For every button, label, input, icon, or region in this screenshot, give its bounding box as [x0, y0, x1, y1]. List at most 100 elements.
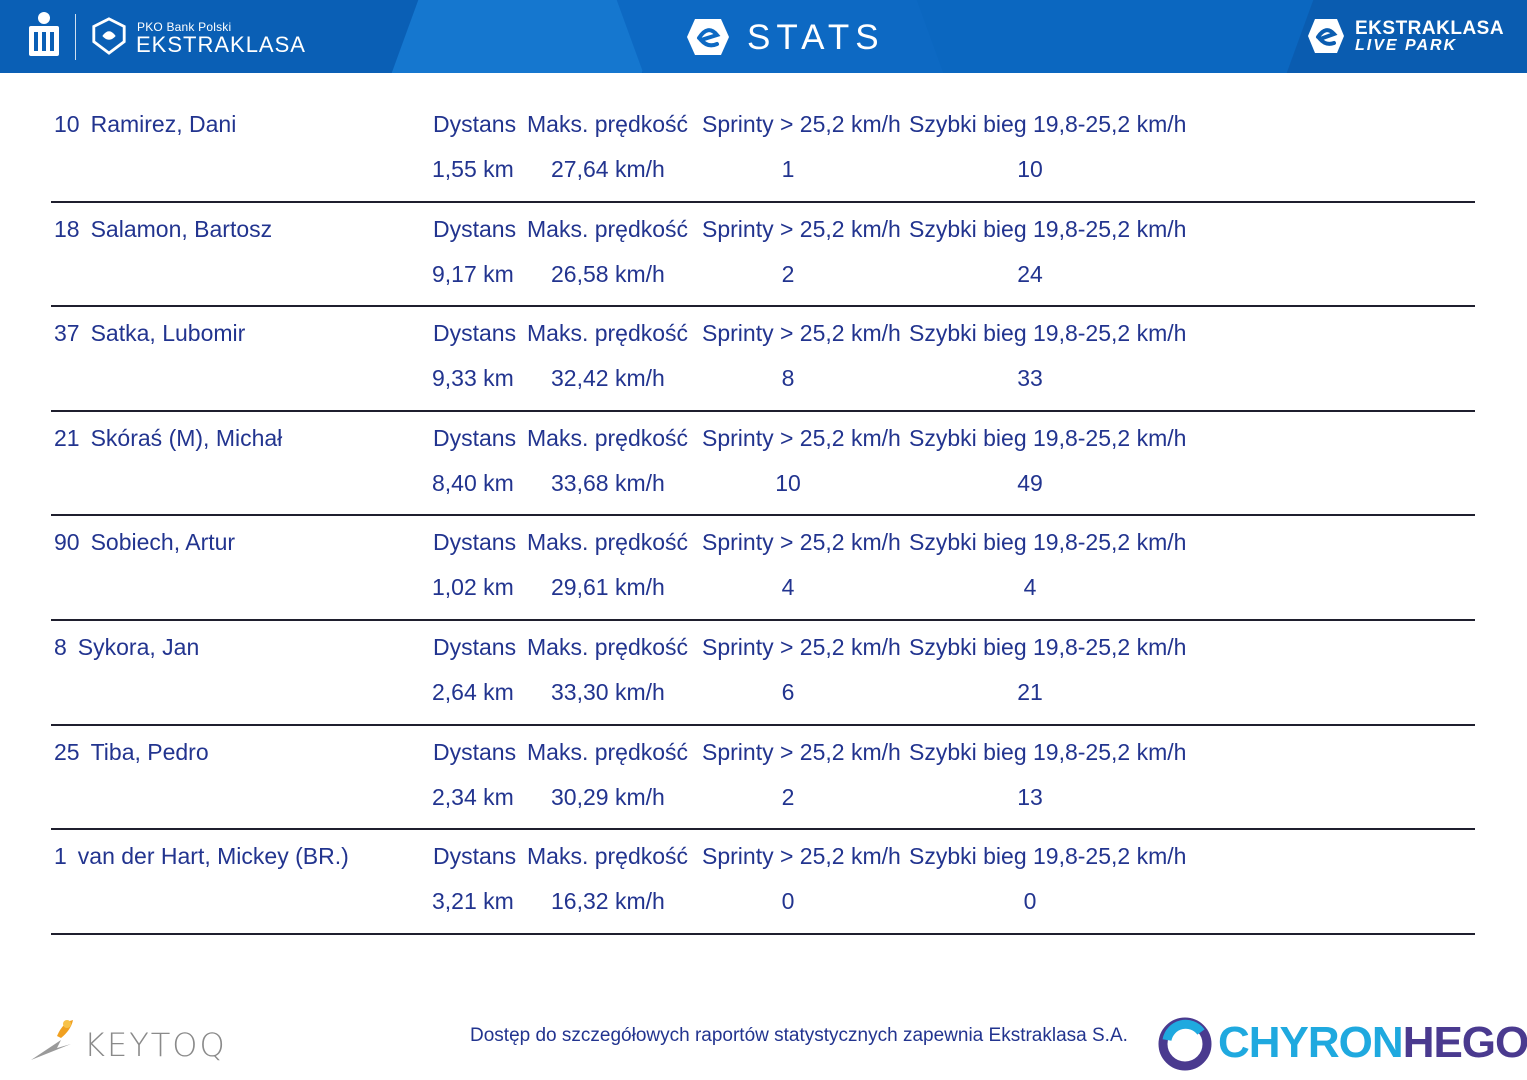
max-speed-label: Maks. prędkość — [527, 633, 689, 660]
header-divider — [75, 14, 76, 60]
stats-logo-icon — [687, 19, 729, 55]
max-speed-value: 30,29 km/h — [551, 783, 665, 810]
player-number: 21 — [54, 424, 80, 451]
fast-run-label: Szybki bieg 19,8-25,2 km/h — [909, 215, 1187, 242]
player-name-cell: 25 Tiba, Pedro — [54, 739, 209, 766]
player-name: Skóraś (M), Michał — [90, 424, 283, 451]
sprints-label: Sprinty > 25,2 km/h — [702, 633, 901, 660]
footer-note: Dostęp do szczegółowych raportów statyst… — [470, 1025, 1128, 1046]
chyronhego-logo-icon — [1158, 1017, 1212, 1071]
fast-run-value: 13 — [1017, 783, 1043, 810]
max-speed-label: Maks. prędkość — [527, 424, 689, 451]
ekstraklasa-shield-icon — [92, 17, 126, 55]
dystans-label: Dystans — [433, 424, 517, 451]
dystans-value: 2,64 km — [432, 678, 514, 705]
player-row: 25 Tiba, Pedro Dystans Maks. prędkość Sprint… — [51, 726, 1475, 831]
hego-text-part: HEGO — [1402, 1018, 1527, 1067]
dystans-value: 1,02 km — [432, 574, 514, 601]
player-name-cell: 21 Skóraś (M), Michał — [54, 425, 282, 452]
sprints-value: 2 — [781, 783, 795, 810]
sprints-value: 1 — [781, 156, 795, 182]
max-speed-value: 33,30 km/h — [551, 678, 665, 705]
sprints-value: 8 — [781, 365, 795, 392]
player-number: 18 — [54, 215, 80, 242]
live-park-subtitle: LIVE PARK — [1355, 37, 1458, 54]
fast-run-value: 49 — [1017, 469, 1043, 496]
live-park-title: EKSTRAKLASA — [1355, 18, 1505, 39]
sprints-label: Sprinty > 25,2 km/h — [702, 738, 901, 765]
fast-run-label: Szybki bieg 19,8-25,2 km/h — [909, 738, 1187, 765]
fast-run-value: 4 — [1023, 574, 1037, 601]
player-stats-list: 10 Ramirez, Dani Dystans Maks. prędkość Spri… — [51, 98, 1475, 935]
max-speed-value: 26,58 km/h — [551, 260, 665, 287]
sprints-label: Sprinty > 25,2 km/h — [702, 320, 901, 347]
dystans-label: Dystans — [433, 320, 517, 347]
max-speed-label: Maks. prędkość — [527, 111, 689, 137]
sprints-value: 4 — [781, 574, 795, 601]
player-row: 21 Skóraś (M), Michał Dystans Maks. prędkoś… — [51, 412, 1475, 517]
fast-run-value: 33 — [1017, 365, 1043, 392]
max-speed-label: Maks. prędkość — [527, 529, 689, 556]
fast-run-label: Szybki bieg 19,8-25,2 km/h — [909, 843, 1187, 870]
max-speed-value: 16,32 km/h — [551, 888, 665, 915]
player-number: 8 — [54, 633, 67, 660]
dystans-value: 9,17 km — [432, 260, 514, 287]
fast-run-label: Szybki bieg 19,8-25,2 km/h — [909, 633, 1187, 660]
player-name: Tiba, Pedro — [90, 738, 209, 765]
header-bar: PKO Bank Polski EKSTRAKLASA STATS EKSTRA… — [0, 0, 1527, 73]
page-title: STATS — [747, 18, 885, 57]
fast-run-value: 21 — [1017, 678, 1043, 705]
chyronhego-logo-text: CHYRONHEGO — [1218, 1018, 1527, 1068]
player-name: Ramirez, Dani — [90, 111, 237, 137]
dystans-label: Dystans — [433, 843, 517, 870]
player-name-cell: 90 Sobiech, Artur — [54, 529, 235, 556]
chyron-text-part: CHYRON — [1218, 1018, 1404, 1067]
max-speed-value: 33,68 km/h — [551, 469, 665, 496]
dystans-value: 8,40 km — [432, 469, 514, 496]
fast-run-value: 24 — [1017, 260, 1043, 287]
pko-bank-label: PKO Bank Polski — [137, 20, 232, 34]
max-speed-value: 29,61 km/h — [551, 574, 665, 601]
dystans-value: 9,33 km — [432, 365, 514, 392]
dystans-value: 1,55 km — [432, 156, 514, 182]
player-number: 1 — [54, 843, 67, 870]
header-band — [0, 0, 430, 73]
sprints-label: Sprinty > 25,2 km/h — [702, 215, 901, 242]
ekstraklasa-label: EKSTRAKLASA — [136, 32, 306, 57]
sprints-label: Sprinty > 25,2 km/h — [702, 843, 901, 870]
player-number: 37 — [54, 320, 80, 347]
sprints-value: 10 — [775, 469, 801, 496]
player-row: 1 van der Hart, Mickey (BR.) Dystans Maks. … — [51, 830, 1475, 935]
max-speed-label: Maks. prędkość — [527, 215, 689, 242]
player-row: 8 Sykora, Jan Dystans Maks. prędkość Sprinty… — [51, 621, 1475, 726]
player-number: 90 — [54, 529, 80, 556]
max-speed-label: Maks. prędkość — [527, 320, 689, 347]
sprints-label: Sprinty > 25,2 km/h — [702, 111, 901, 137]
player-name: van der Hart, Mickey (BR.) — [77, 843, 349, 870]
sprints-label: Sprinty > 25,2 km/h — [702, 529, 901, 556]
player-row: 18 Salamon, Bartosz Dystans Maks. prędkość S… — [51, 203, 1475, 308]
fast-run-label: Szybki bieg 19,8-25,2 km/h — [909, 529, 1187, 556]
player-row: 37 Satka, Lubomir Dystans Maks. prędkość Spr… — [51, 307, 1475, 412]
dystans-value: 3,21 km — [432, 888, 514, 915]
player-row: 10 Ramirez, Dani Dystans Maks. prędkość Spri… — [51, 98, 1475, 203]
player-name: Satka, Lubomir — [90, 320, 246, 347]
max-speed-value: 27,64 km/h — [551, 156, 665, 182]
max-speed-label: Maks. prędkość — [527, 738, 689, 765]
fast-run-label: Szybki bieg 19,8-25,2 km/h — [909, 111, 1187, 137]
player-name: Sobiech, Artur — [90, 529, 236, 556]
dystans-label: Dystans — [433, 111, 517, 137]
fast-run-label: Szybki bieg 19,8-25,2 km/h — [909, 424, 1187, 451]
player-name: Sykora, Jan — [77, 633, 200, 660]
max-speed-label: Maks. prędkość — [527, 843, 689, 870]
dystans-label: Dystans — [433, 738, 517, 765]
fast-run-value: 10 — [1017, 156, 1043, 182]
sprints-value: 6 — [781, 678, 795, 705]
keytoq-logo-text: KEYTOQ — [84, 1026, 227, 1064]
player-name: Salamon, Bartosz — [90, 215, 273, 242]
fast-run-value: 0 — [1023, 888, 1037, 915]
player-row: 90 Sobiech, Artur Dystans Maks. prędkość Spr… — [51, 516, 1475, 621]
player-number: 10 — [54, 111, 80, 137]
dystans-label: Dystans — [433, 633, 517, 660]
player-name-cell: 37 Satka, Lubomir — [54, 320, 245, 347]
